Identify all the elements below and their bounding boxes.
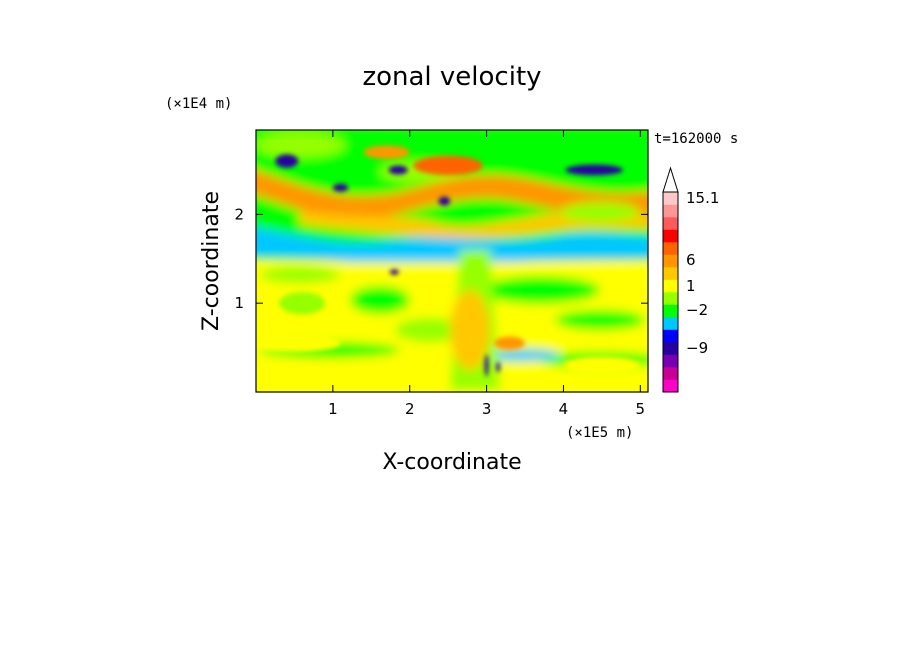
colorbar-band xyxy=(663,379,678,393)
y-tick-label: 2 xyxy=(234,205,244,223)
colorbar-band xyxy=(663,254,678,268)
contour-feature xyxy=(494,336,526,350)
colorbar-label: 6 xyxy=(686,251,696,269)
y-unit-label: (×1E4 m) xyxy=(165,96,232,112)
contour-feature xyxy=(484,354,489,377)
colorbar-band xyxy=(663,342,678,355)
colorbar-band xyxy=(663,279,678,293)
colorbar-label: 1 xyxy=(686,277,696,295)
contour-feature xyxy=(565,164,624,176)
plot-frame xyxy=(255,129,649,393)
contour-feature xyxy=(332,183,349,192)
colorbar-band xyxy=(663,292,678,305)
colorbar-band xyxy=(663,317,678,330)
colorbar: −9 −2 1 6 15.1 xyxy=(662,166,719,393)
contour-feature xyxy=(388,165,408,175)
contour-feature xyxy=(438,196,451,206)
colorbar-band xyxy=(663,204,678,218)
contour-feature xyxy=(256,334,341,353)
y-tick-label: 1 xyxy=(234,294,244,312)
contour-feature xyxy=(496,361,501,373)
colorbar-band xyxy=(663,217,678,230)
contour-feature xyxy=(363,145,410,159)
contour-features xyxy=(256,145,641,377)
colorbar-label: −2 xyxy=(686,301,708,319)
colorbar-label: −9 xyxy=(686,339,708,357)
contour-feature xyxy=(279,292,326,315)
chart-title: zonal velocity xyxy=(362,62,541,92)
contour-feature xyxy=(413,155,483,176)
x-tick-label: 3 xyxy=(482,400,492,418)
y-axis: 12 xyxy=(234,205,648,312)
x-tick-label: 5 xyxy=(636,400,646,418)
x-axis: 1 2 3 4 5 xyxy=(328,130,645,418)
plot-area xyxy=(256,130,648,392)
contour-feature xyxy=(389,269,399,275)
colorbar-band xyxy=(663,267,678,280)
colorbar-band xyxy=(663,242,678,255)
colorbar-band xyxy=(663,367,678,380)
x-tick-label: 1 xyxy=(328,400,338,418)
colorbar-extend-arrow xyxy=(662,166,679,193)
x-axis-label: X-coordinate xyxy=(382,450,521,475)
colorbar-band xyxy=(663,329,678,343)
colorbar-band xyxy=(663,192,678,205)
x-tick-label: 2 xyxy=(405,400,415,418)
colorbar-band xyxy=(663,229,678,243)
contour-feature xyxy=(563,356,641,375)
time-label: t=162000 s xyxy=(654,131,738,147)
x-tick-label: 4 xyxy=(559,400,569,418)
colorbar-label: 15.1 xyxy=(686,189,719,207)
y-axis-label: Z-coordinate xyxy=(199,191,224,331)
contour-feature xyxy=(275,154,299,168)
colorbar-band xyxy=(663,354,678,368)
x-unit-label: (×1E5 m) xyxy=(566,425,633,441)
colorbar-band xyxy=(663,304,678,318)
